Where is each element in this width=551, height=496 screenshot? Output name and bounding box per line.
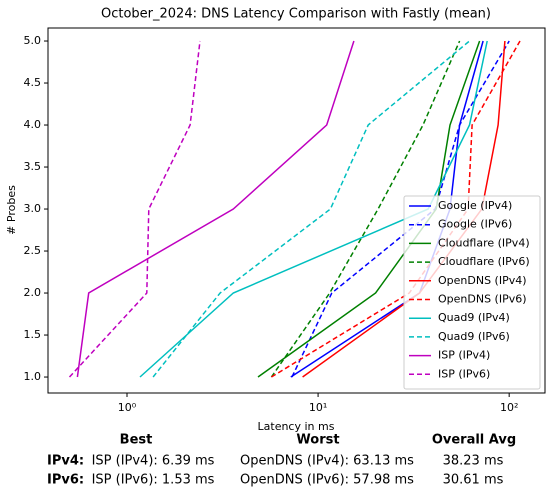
legend-label: Cloudflare (IPv4)	[438, 236, 530, 249]
legend-label: ISP (IPv4)	[438, 349, 490, 362]
series-line	[68, 40, 201, 378]
legend-box	[403, 195, 541, 390]
y-tick-label: 3.5	[24, 160, 42, 173]
table-header: Best	[120, 433, 153, 448]
y-tick-label: 1.5	[24, 328, 42, 341]
legend-label: OpenDNS (IPv4)	[438, 274, 527, 287]
legend-label: Google (IPv6)	[438, 218, 512, 231]
chart-title: October_2024: DNS Latency Comparison wit…	[101, 7, 491, 22]
x-tick-label: 10²	[500, 401, 518, 414]
table-cell: ISP (IPv4): 6.39 ms	[92, 454, 215, 469]
plot-frame	[47, 27, 546, 394]
table-header: Overall Avg	[432, 433, 516, 448]
table-cell: 30.61 ms	[443, 473, 504, 488]
x-tick-label: 10¹	[309, 401, 327, 414]
row-label: IPv4:	[47, 454, 84, 469]
legend-label: Cloudflare (IPv6)	[438, 255, 530, 268]
table-cell: 38.23 ms	[443, 454, 504, 469]
y-axis-label: # Probes	[5, 185, 18, 235]
legend-label: Google (IPv4)	[438, 199, 512, 212]
table-header: Worst	[296, 433, 339, 448]
table-cell: OpenDNS (IPv4): 63.13 ms	[240, 454, 414, 469]
x-tick-label: 10⁰	[118, 401, 137, 414]
legend-label: ISP (IPv6)	[438, 367, 490, 380]
y-tick-label: 2.5	[24, 244, 42, 257]
y-tick-label: 3.0	[24, 202, 42, 215]
table-cell: ISP (IPv6): 1.53 ms	[92, 473, 215, 488]
y-tick-label: 2.0	[24, 286, 42, 299]
table-cell: OpenDNS (IPv6): 57.98 ms	[240, 473, 414, 488]
series-line	[76, 40, 355, 378]
legend-label: Quad9 (IPv4)	[438, 311, 510, 324]
series-line	[270, 40, 461, 378]
legend-label: Quad9 (IPv6)	[438, 330, 510, 343]
x-axis-label: Latency in ms	[258, 420, 335, 433]
y-tick-label: 4.0	[24, 118, 42, 131]
legend-label: OpenDNS (IPv6)	[438, 293, 527, 306]
y-tick-label: 5.0	[24, 34, 42, 47]
row-label: IPv6:	[47, 473, 84, 488]
y-tick-label: 4.5	[24, 76, 42, 89]
y-tick-label: 1.0	[24, 370, 42, 383]
